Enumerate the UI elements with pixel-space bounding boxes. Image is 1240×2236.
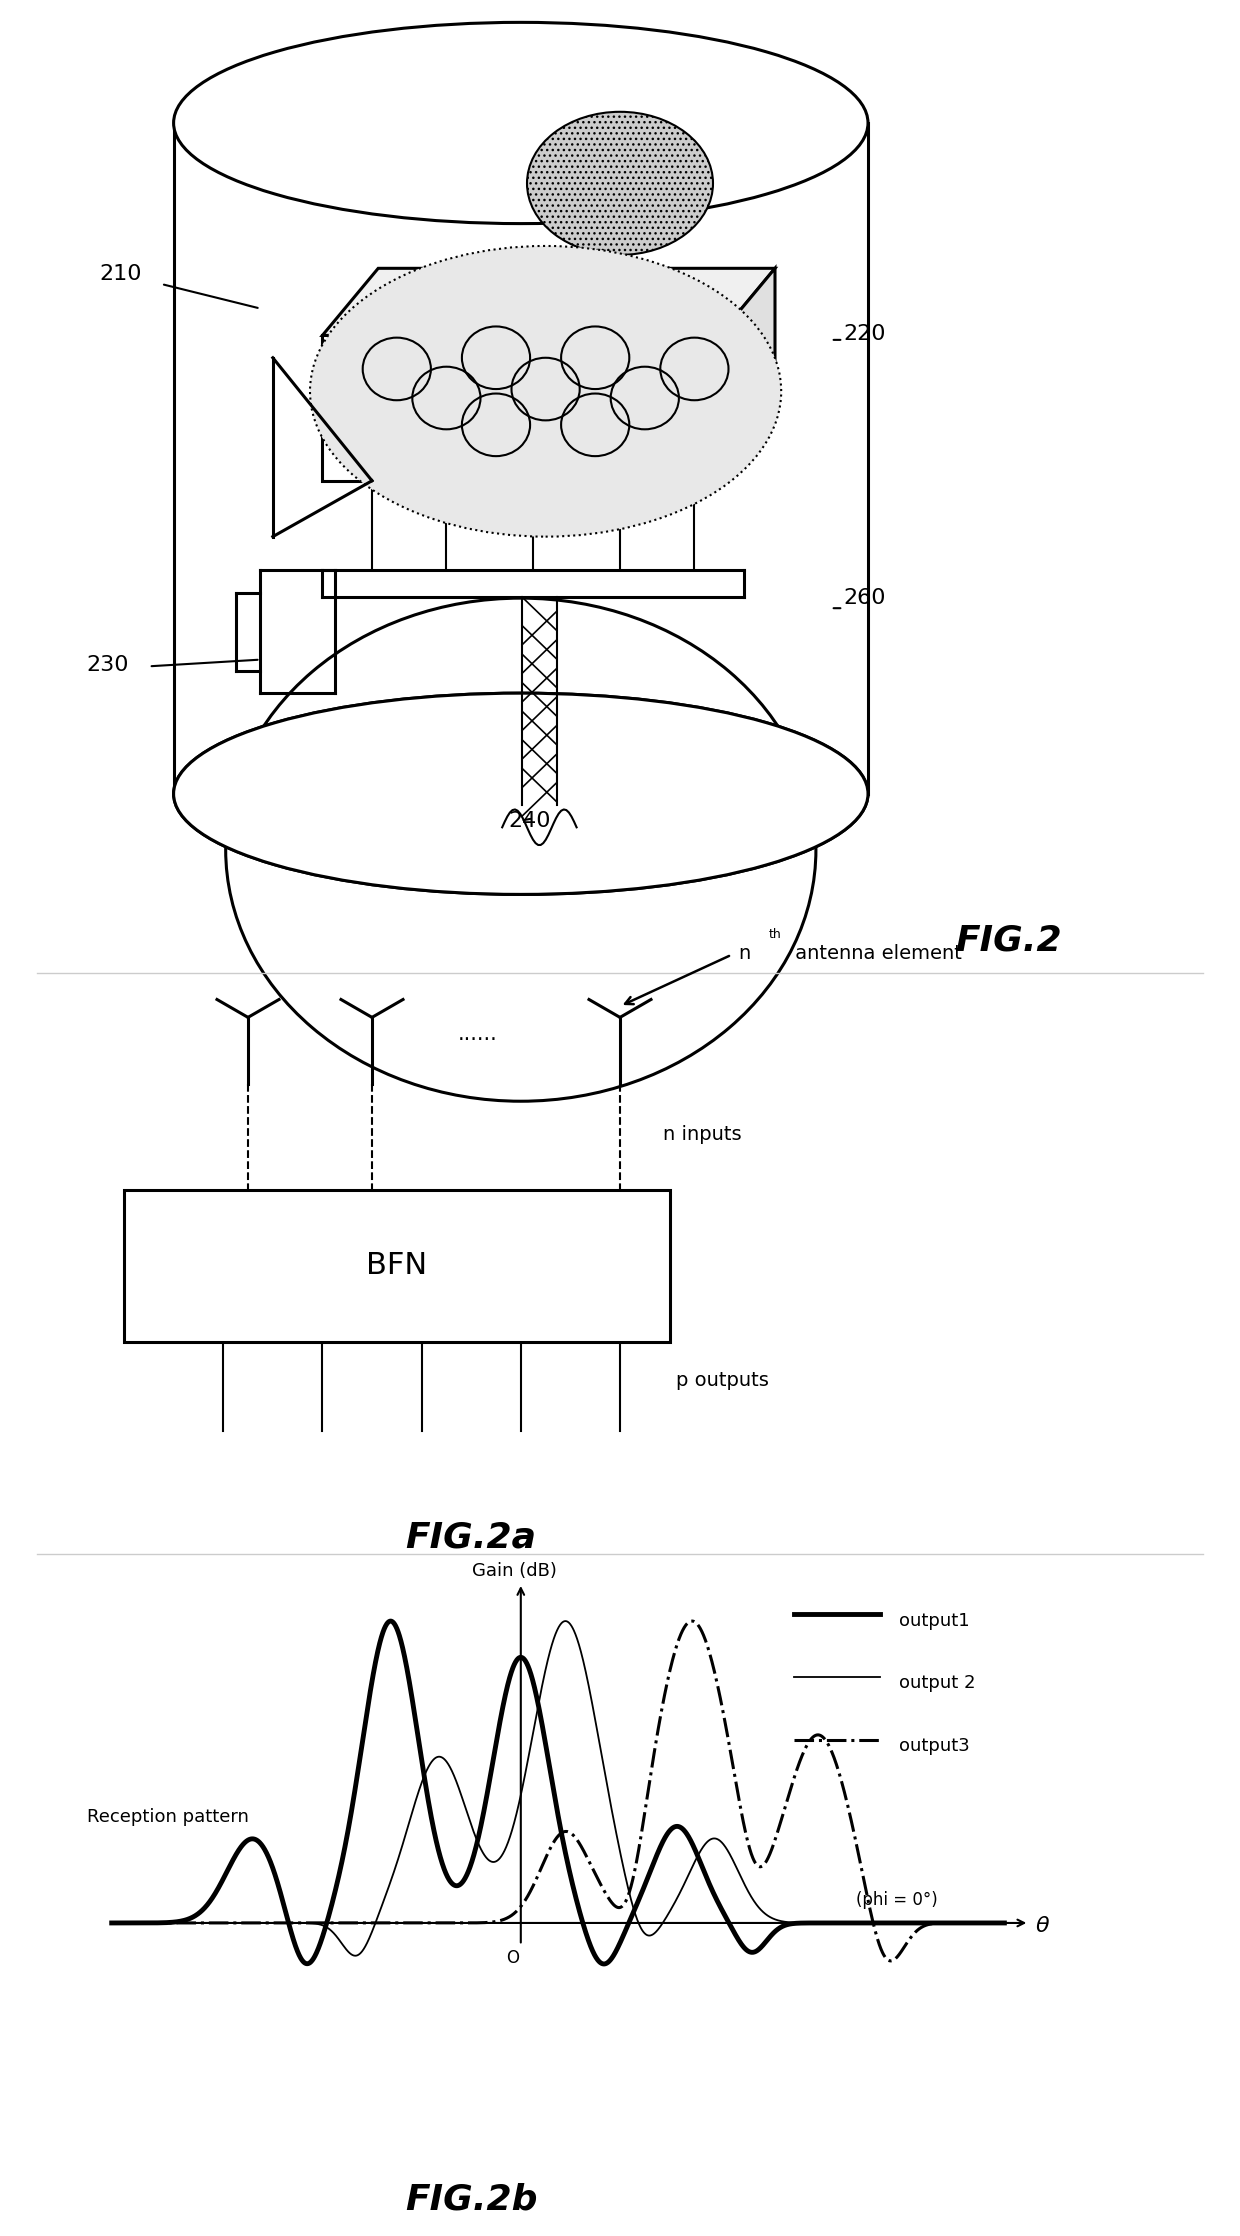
- Text: Reception pattern: Reception pattern: [87, 1809, 249, 1827]
- Text: output 2: output 2: [899, 1675, 976, 1693]
- Bar: [322, 335, 719, 481]
- Text: O: O: [506, 1950, 518, 1968]
- Text: 220: 220: [843, 324, 885, 344]
- Ellipse shape: [527, 112, 713, 255]
- Text: FIG.2a: FIG.2a: [405, 1520, 537, 1554]
- Text: output3: output3: [899, 1737, 970, 1755]
- Text: BFN: BFN: [366, 1252, 428, 1279]
- Text: 230: 230: [87, 655, 129, 675]
- Text: (phi = 0°): (phi = 0°): [856, 1892, 937, 1910]
- Ellipse shape: [310, 246, 781, 537]
- Text: FIG.2: FIG.2: [955, 923, 1061, 957]
- Polygon shape: [322, 268, 775, 335]
- Text: ......: ......: [458, 1024, 497, 1044]
- Text: output1: output1: [899, 1612, 970, 1630]
- Text: 260: 260: [843, 588, 885, 608]
- Bar: [124, 1190, 670, 1342]
- Text: p outputs: p outputs: [676, 1371, 769, 1391]
- Text: Gain (dB): Gain (dB): [472, 1563, 557, 1581]
- Text: n inputs: n inputs: [663, 1125, 742, 1145]
- Text: th: th: [769, 928, 781, 941]
- Text: n: n: [738, 944, 750, 964]
- Ellipse shape: [174, 22, 868, 224]
- Polygon shape: [719, 268, 775, 481]
- Ellipse shape: [174, 693, 868, 894]
- Text: 250: 250: [397, 34, 439, 54]
- Text: 240: 240: [508, 812, 551, 832]
- Text: antenna element: antenna element: [789, 944, 961, 964]
- Text: FIG.2b: FIG.2b: [405, 2182, 537, 2216]
- Text: $\theta$: $\theta$: [1035, 1916, 1050, 1936]
- Text: 210: 210: [99, 264, 141, 284]
